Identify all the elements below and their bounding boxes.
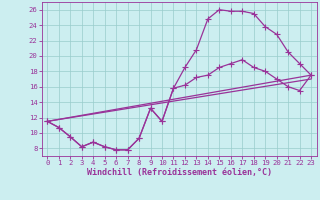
X-axis label: Windchill (Refroidissement éolien,°C): Windchill (Refroidissement éolien,°C) (87, 168, 272, 177)
